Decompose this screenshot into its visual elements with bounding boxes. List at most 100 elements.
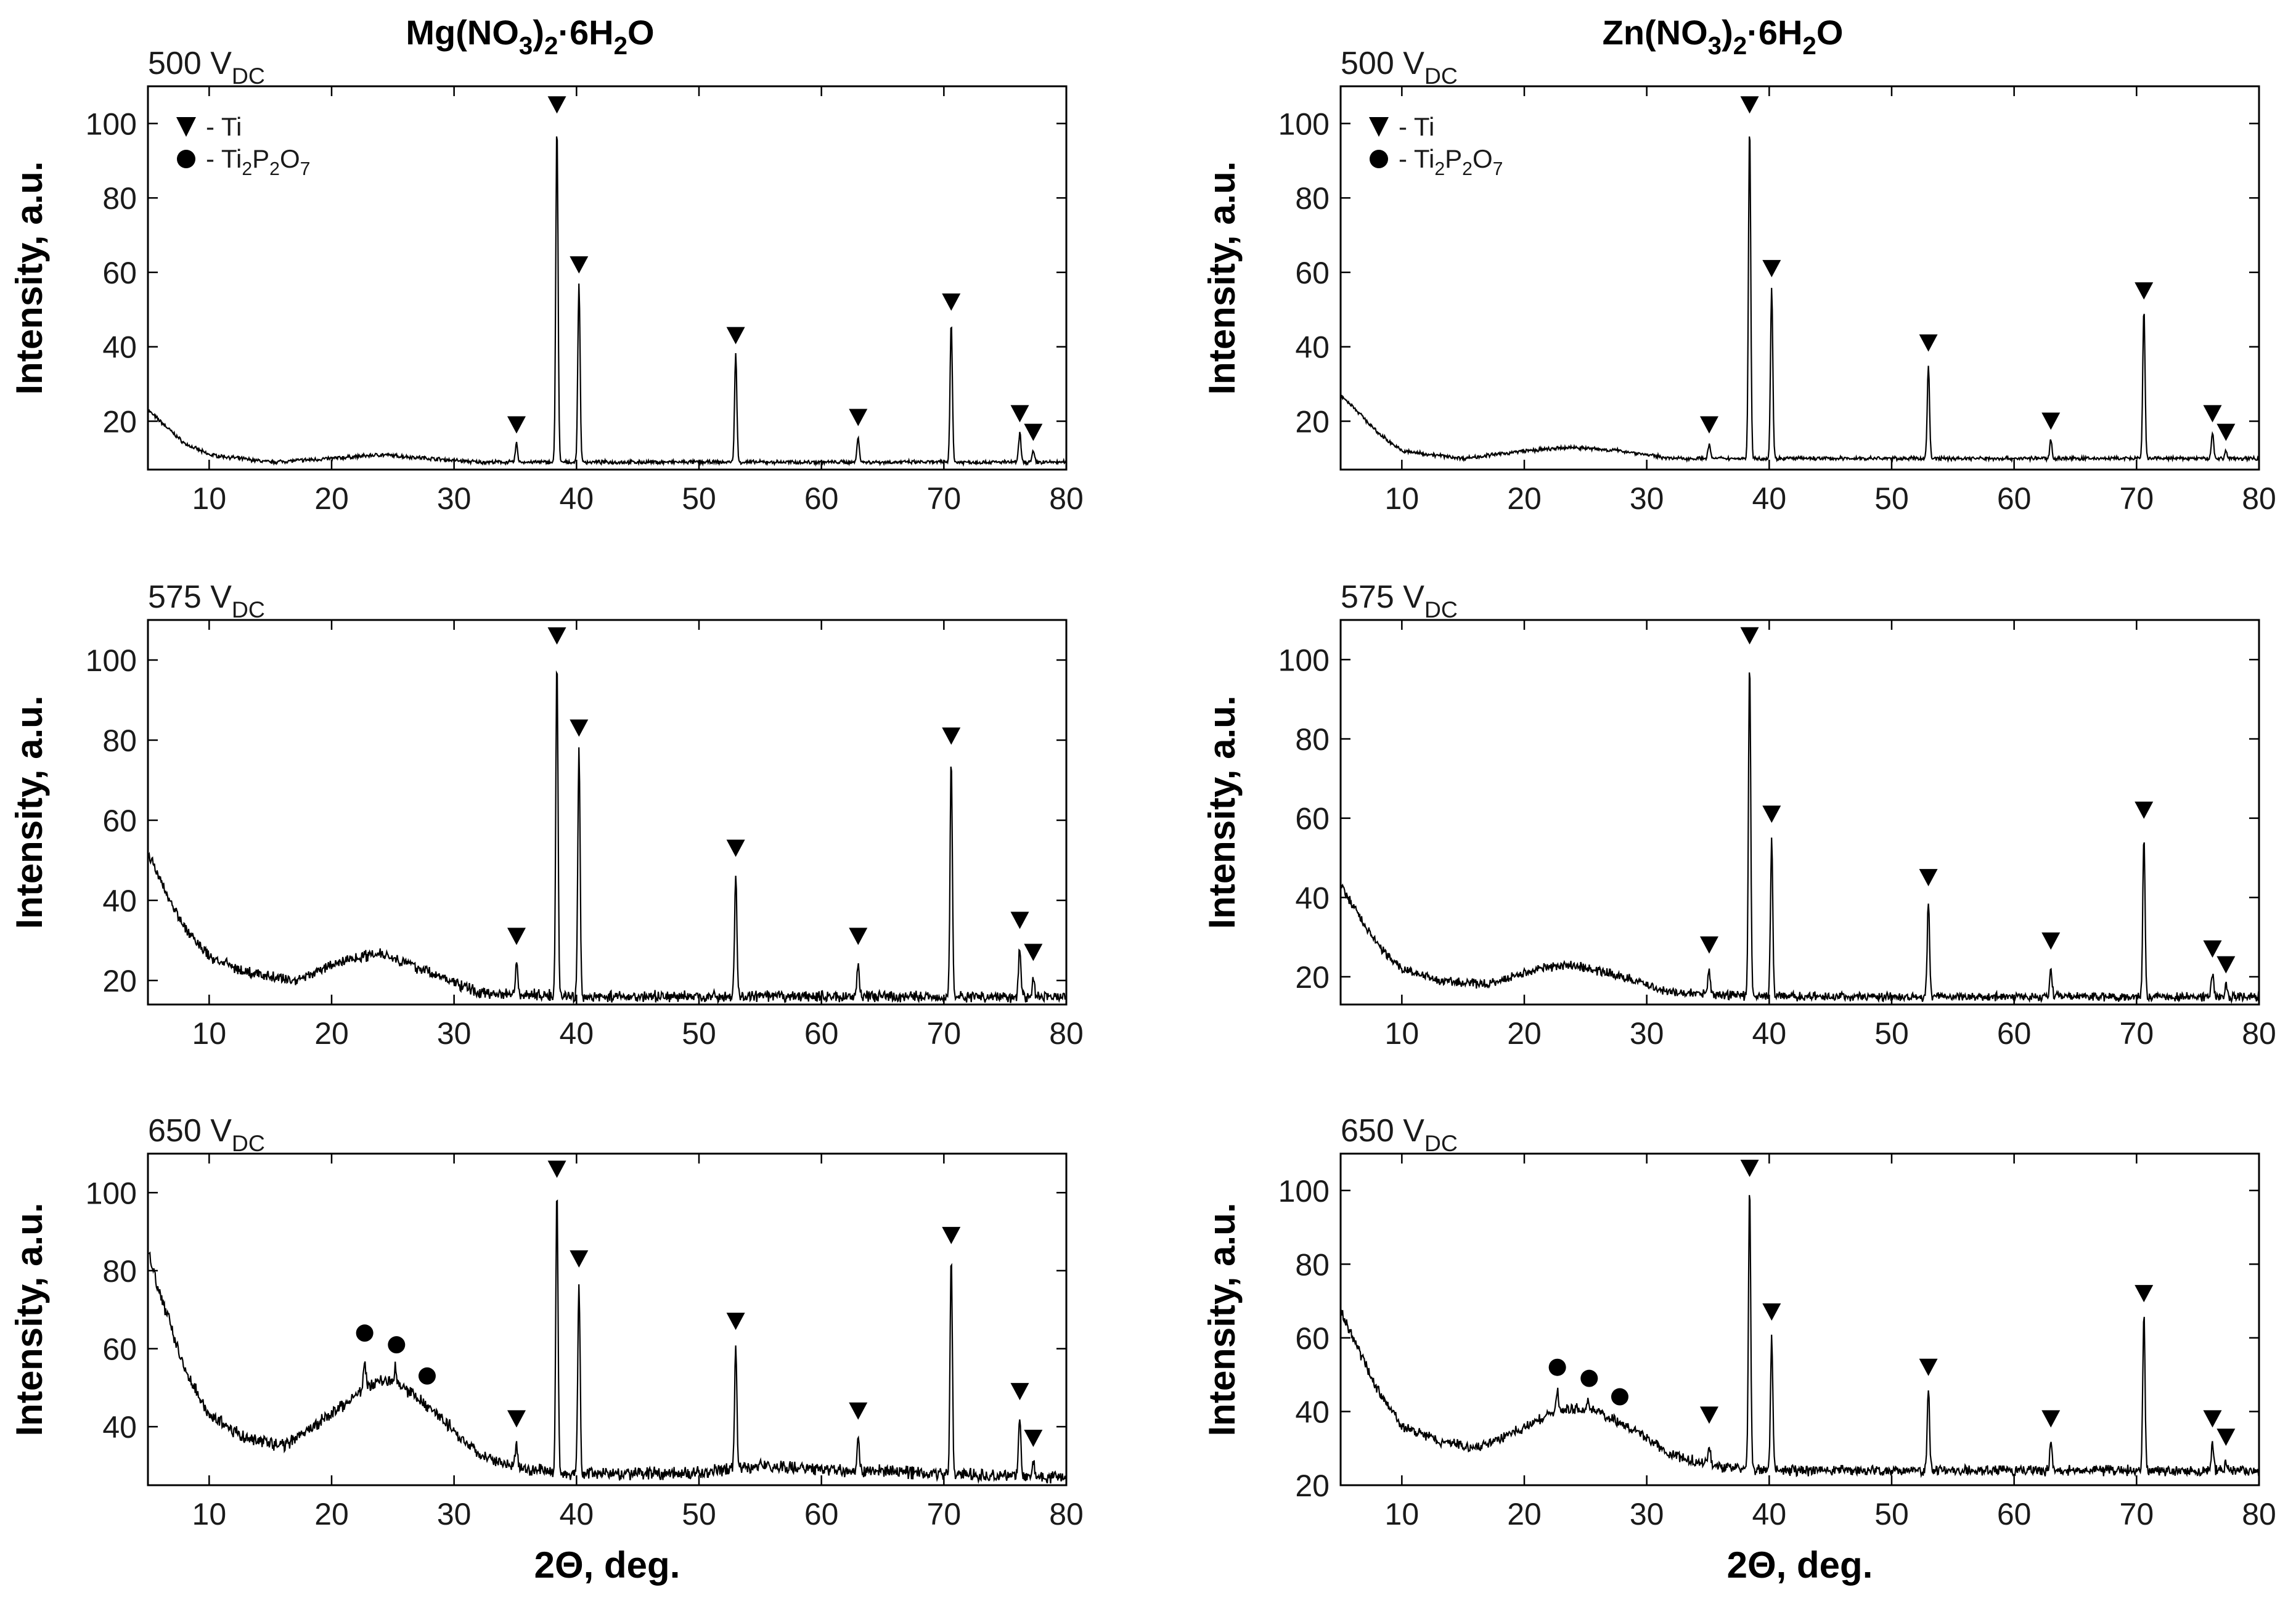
panel-4: 10 20 30 40 50 60 70 80 20 40 60 80 100 Intensity, a.… [1201, 579, 2276, 1051]
x-tick-label: 40 [560, 1016, 594, 1051]
x-tick-label: 70 [2120, 1497, 2154, 1531]
ti-marker [547, 627, 566, 645]
y-tick-label: 100 [86, 107, 137, 141]
y-tick-label: 20 [1295, 960, 1330, 995]
y-tick-label: 80 [102, 723, 137, 758]
x-tick-label: 20 [314, 481, 349, 516]
y-tick-label: 20 [1295, 1469, 1330, 1503]
x-tick-label: 20 [314, 1497, 349, 1531]
x-tick-label: 50 [1874, 1497, 1909, 1531]
y-tick-label: 40 [1295, 330, 1330, 365]
x-tick-label: 30 [1630, 481, 1664, 516]
x-tick-label: 80 [1049, 1016, 1084, 1051]
series-line [148, 670, 1066, 1005]
ti-marker [726, 1313, 745, 1331]
y-tick-label: 40 [102, 330, 137, 365]
x-tick-label: 30 [437, 1016, 472, 1051]
x-tick-label: 70 [927, 481, 962, 516]
x-tick-label: 50 [1874, 1016, 1909, 1051]
x-tick-label: 30 [1630, 1016, 1664, 1051]
panel-title: Mg(NO3)2·6H2O [406, 13, 654, 60]
ti-marker [1740, 1159, 1759, 1177]
x-tick-label: 50 [682, 1497, 716, 1531]
y-axis-label: Intensity, a.u. [1201, 1203, 1243, 1437]
ti2p2o7-marker [418, 1367, 436, 1385]
ti-marker [1919, 334, 1938, 352]
ti2p2o7-marker [388, 1336, 406, 1354]
ti2p2o7-marker [356, 1324, 374, 1342]
ti-marker [1010, 405, 1029, 423]
y-tick-label: 100 [1278, 643, 1330, 677]
series-line [1341, 1195, 2259, 1478]
x-axis-label: 2Θ, deg. [534, 1544, 680, 1586]
ti-marker [2203, 405, 2222, 423]
ti2p2o7-legend-icon [1370, 150, 1388, 168]
legend: - Ti - Ti2P2O7 [176, 112, 311, 179]
series-line [1341, 672, 2259, 1005]
x-tick-label: 50 [682, 481, 716, 516]
y-tick-label: 100 [1278, 1174, 1330, 1208]
x-tick-label: 50 [1874, 481, 1909, 516]
x-tick-label: 60 [1997, 1497, 2032, 1531]
legend-ti2p2o7-label: - Ti2P2O7 [1399, 144, 1503, 179]
ti-marker [849, 409, 868, 426]
ti-marker [1010, 1383, 1029, 1401]
x-tick-label: 10 [1385, 1016, 1420, 1051]
ti-marker [2216, 423, 2236, 441]
ti-marker [1699, 936, 1718, 954]
x-tick-label: 60 [804, 481, 839, 516]
legend-ti-label: - Ti [1399, 112, 1434, 141]
x-tick-label: 20 [1507, 481, 1542, 516]
y-tick-label: 60 [1295, 802, 1330, 836]
x-tick-label: 60 [804, 1497, 839, 1531]
ti-marker [1762, 805, 1781, 823]
ti-marker [547, 1160, 566, 1178]
ti-marker [2135, 1285, 2154, 1303]
x-tick-label: 20 [1507, 1497, 1542, 1531]
axes-frame [147, 85, 1068, 471]
x-tick-label: 10 [1385, 481, 1420, 516]
x-tick-label: 10 [192, 1016, 227, 1051]
voltage-label: 575 VDC [148, 579, 265, 622]
legend-ti-label: - Ti [206, 112, 242, 141]
ti-marker [1024, 423, 1043, 441]
x-tick-label: 40 [560, 481, 594, 516]
ti-marker [726, 839, 745, 857]
ti-legend-icon [1369, 117, 1389, 137]
ti-marker [1024, 944, 1043, 961]
voltage-label: 650 VDC [148, 1113, 265, 1156]
panel-2: 10 20 30 40 50 60 70 80 20 40 60 80 100 Intensity, a.… [1201, 13, 2276, 516]
y-tick-label: 20 [1295, 404, 1330, 439]
y-tick-label: 60 [102, 256, 137, 290]
x-tick-label: 70 [2120, 481, 2154, 516]
ti-marker [547, 96, 566, 114]
x-tick-label: 50 [682, 1016, 716, 1051]
x-tick-label: 30 [437, 481, 472, 516]
ti2p2o7-marker [1580, 1369, 1598, 1387]
ti2p2o7-legend-icon [177, 150, 195, 168]
y-tick-label: 80 [102, 181, 137, 216]
panel-5: 10 20 30 40 50 60 70 80 40 60 80 100 Intensity, a.u.… [9, 1113, 1084, 1586]
ti2p2o7-marker [1611, 1388, 1628, 1406]
ti-marker [849, 1402, 868, 1420]
y-tick-label: 60 [102, 1332, 137, 1366]
panel-3: 10 20 30 40 50 60 70 80 20 40 60 80 100 Intensity, a.… [9, 579, 1084, 1051]
y-tick-label: 40 [102, 884, 137, 918]
ti-marker [849, 927, 868, 945]
axes-frame [147, 619, 1068, 1006]
x-tick-label: 10 [192, 481, 227, 516]
y-axis-label: Intensity, a.u. [9, 161, 50, 395]
x-tick-label: 10 [1385, 1497, 1420, 1531]
ti-marker [2216, 1429, 2236, 1446]
ti-marker [1762, 1303, 1781, 1321]
ti-marker [1010, 911, 1029, 929]
voltage-label: 650 VDC [1341, 1113, 1458, 1156]
x-tick-label: 20 [314, 1016, 349, 1051]
y-tick-label: 60 [1295, 1321, 1330, 1356]
y-tick-label: 100 [1278, 107, 1330, 141]
ti-marker [1762, 259, 1781, 277]
ti-marker [2135, 282, 2154, 300]
x-tick-label: 80 [1049, 481, 1084, 516]
ti-marker [507, 927, 526, 945]
